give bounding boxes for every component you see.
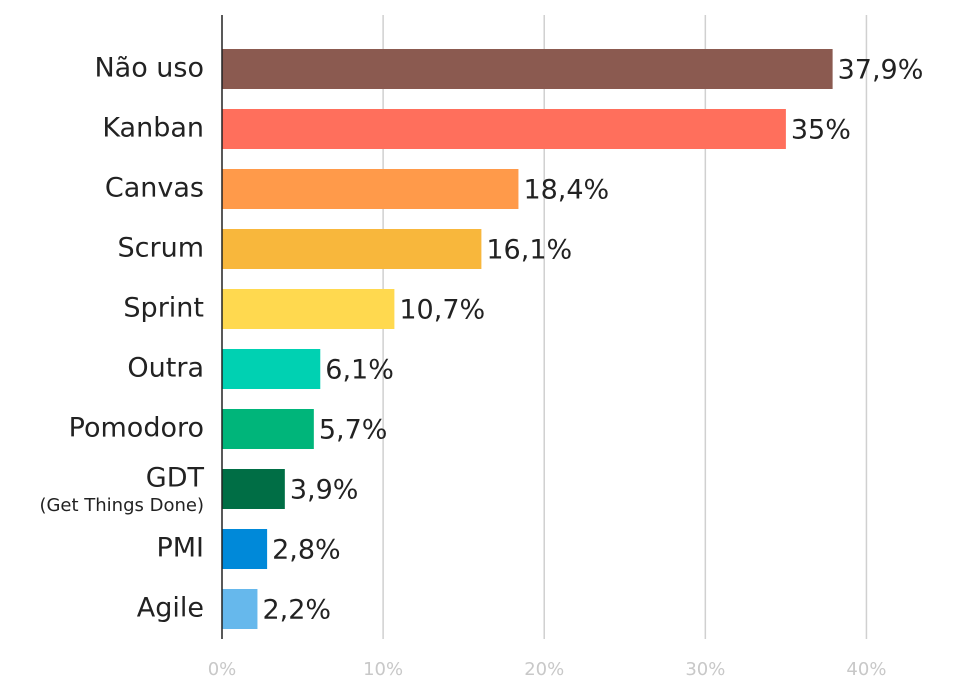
category-label: Scrum (118, 233, 205, 264)
value-label: 10,7% (399, 295, 485, 326)
category-label: PMI (156, 533, 204, 564)
bar (222, 409, 314, 449)
value-label: 6,1% (325, 355, 394, 386)
x-tick-label: 10% (363, 659, 403, 680)
category-label: Sprint (123, 293, 204, 324)
category-label: Canvas (105, 173, 204, 204)
category-detail: (Get Things Done) (39, 495, 204, 516)
category-label: Não uso (94, 53, 204, 84)
value-label: 3,9% (290, 475, 359, 506)
bar (222, 49, 833, 89)
bar (222, 529, 268, 569)
category-label: GDT (146, 463, 205, 494)
bar (222, 109, 786, 149)
x-tick-label: 20% (524, 659, 564, 680)
category-label: Agile (137, 593, 204, 624)
value-label: 5,7% (319, 415, 388, 446)
value-label: 16,1% (486, 235, 572, 266)
value-label: 2,8% (272, 535, 341, 566)
x-tick-label: 0% (208, 659, 237, 680)
bar (222, 469, 285, 509)
value-label: 18,4% (523, 175, 609, 206)
value-label: 35% (791, 115, 851, 146)
category-label: Kanban (102, 113, 204, 144)
value-label: 2,2% (262, 595, 331, 626)
bar (222, 589, 258, 629)
x-tick-label: 40% (846, 659, 886, 680)
category-label: Pomodoro (69, 413, 204, 444)
category-label: Outra (127, 353, 204, 384)
bar (222, 229, 482, 269)
bar (222, 349, 321, 389)
x-tick-label: 30% (685, 659, 725, 680)
bar (222, 289, 395, 329)
value-label: 37,9% (838, 55, 924, 86)
bar (222, 169, 519, 209)
